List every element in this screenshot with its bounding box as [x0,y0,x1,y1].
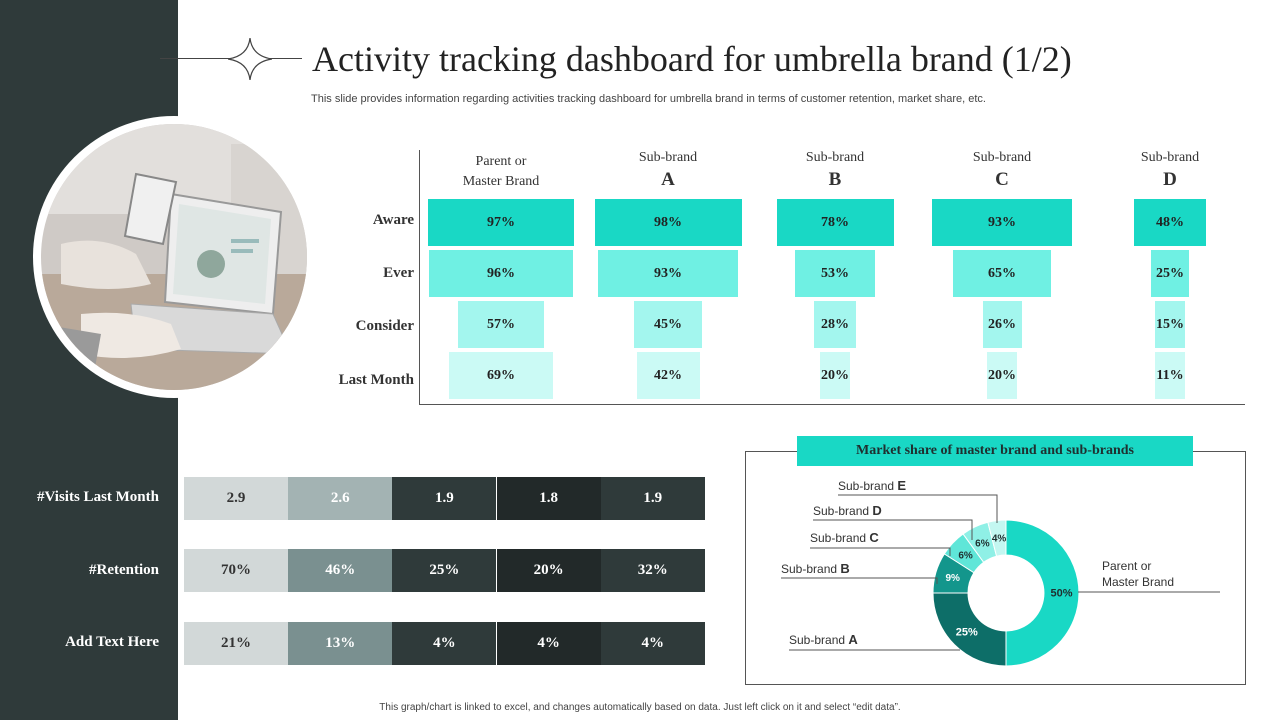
funnel-row-label-consider: Consider [355,318,414,334]
funnel-column-header-b: Sub-brand B [760,148,910,192]
table-cell: 2.6 [288,477,393,520]
table-cell: 4% [392,622,497,665]
footer-note: This graph/chart is linked to excel, and… [379,702,901,713]
funnel-bar: 11% [1155,352,1185,399]
funnel-column-header-c: Sub-brand C [927,148,1077,192]
funnel-bar: 98% [594,199,742,246]
column-header-letter: D [1163,169,1177,190]
table-cell: 32% [600,549,705,592]
funnel-bar: 45% [634,301,702,348]
table-cell: 21% [184,622,288,665]
column-header-line1: Parent or [475,154,527,169]
table-cell: 70% [184,549,288,592]
table-cell: 13% [288,622,393,665]
funnel-bar: 48% [1134,199,1206,246]
column-header-letter: C [995,169,1009,190]
column-header-line2: Master Brand [462,174,540,189]
market-share-title: Market share of master brand and sub-bra… [797,436,1193,466]
funnel-row-label-last-month: Last Month [338,372,414,388]
funnel-bar: 65% [953,250,1051,297]
funnel-column-header-d: Sub-brand D [1095,148,1245,192]
table-cell: 2.9 [184,477,288,520]
column-header-letter: A [661,169,675,190]
funnel-column-header-master: Parent or Master Brand [426,152,576,192]
funnel-bar: 93% [598,250,738,297]
table-row-label-add-text: Add Text Here [65,634,159,650]
funnel-bar: 96% [429,250,573,297]
funnel-axis-y [419,150,420,405]
laptop-photo-icon [41,124,307,390]
funnel-column-header-a: Sub-brand A [593,148,743,192]
funnel-bar: 93% [932,199,1072,246]
funnel-bar: 42% [636,352,700,399]
market-share-frame [745,451,1246,685]
funnel-axis-x [419,404,1245,405]
funnel-bar: 25% [1151,250,1189,297]
funnel-bar: 57% [458,301,544,348]
table-cell: 1.8 [496,477,601,520]
funnel-bar: 20% [820,352,850,399]
funnel-bar: 69% [449,352,553,399]
table-cell: 46% [288,549,393,592]
page-subtitle: This slide provides information regardin… [311,93,986,105]
column-header-letter: B [828,169,842,190]
funnel-row-label-aware: Aware [372,212,414,228]
laptop-photo [37,120,311,394]
funnel-bar: 97% [428,199,574,246]
table-row-label-visits: #Visits Last Month [37,489,159,505]
table-cell: 20% [496,549,601,592]
column-header-line1: Sub-brand [1140,150,1200,165]
column-header-line1: Sub-brand [805,150,865,165]
page-title: Activity tracking dashboard for umbrella… [312,39,1072,79]
sparkle-icon [228,38,272,80]
table-cell: 25% [392,549,497,592]
table-cell: 4% [600,622,705,665]
table-cell: 1.9 [392,477,497,520]
table-row-label-retention: #Retention [89,562,159,578]
funnel-bar: 28% [814,301,856,348]
column-header-line1: Sub-brand [638,150,698,165]
table-cell: 4% [496,622,601,665]
funnel-bar: 53% [795,250,875,297]
column-header-line1: Sub-brand [972,150,1032,165]
funnel-bar: 26% [982,301,1022,348]
table-cell: 1.9 [600,477,705,520]
funnel-bar: 15% [1155,301,1185,348]
funnel-row-label-ever: Ever [383,265,414,281]
funnel-bar: 20% [987,352,1017,399]
funnel-bar: 78% [776,199,894,246]
